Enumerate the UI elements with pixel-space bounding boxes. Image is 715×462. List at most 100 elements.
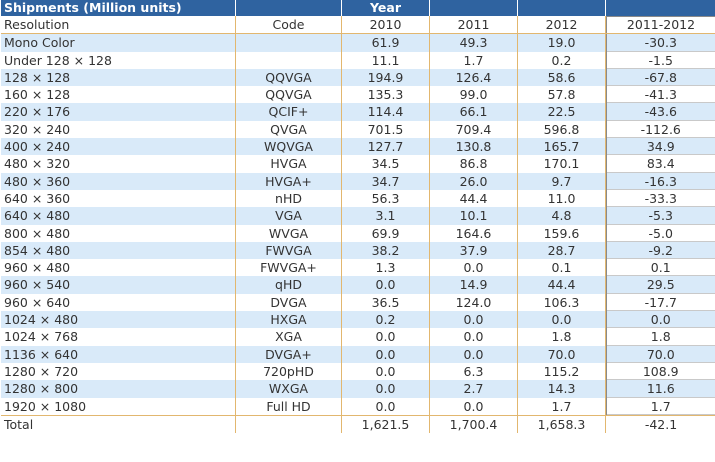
change-cell: 1.7 [605, 397, 715, 416]
value-2010-cell: 0.0 [341, 362, 430, 381]
value-2010-cell: 127.7 [341, 138, 430, 156]
code-cell [235, 51, 342, 69]
value-2010-cell: 61.9 [341, 33, 430, 52]
table-row: 320 × 240 QVGA 701.5 709.4 596.8 -112.6 [1, 120, 715, 139]
total-2011: 1,700.4 [429, 414, 518, 434]
resolution-cell: 1024 × 480 [1, 311, 236, 329]
value-2012-cell: 11.0 [517, 189, 606, 208]
table-row: 1280 × 800 WXGA 0.0 2.7 14.3 11.6 [1, 380, 715, 398]
value-2012-cell: 0.2 [517, 51, 606, 69]
value-2011-cell: 49.3 [429, 33, 518, 52]
table-row: 960 × 540 qHD 0.0 14.9 44.4 29.5 [1, 276, 715, 294]
resolution-cell: 480 × 320 [1, 155, 236, 173]
value-2011-cell: 0.0 [429, 328, 518, 346]
value-2012-cell: 14.3 [517, 380, 606, 398]
resolution-cell: Under 128 × 128 [1, 51, 236, 69]
value-2011-cell: 66.1 [429, 103, 518, 121]
value-2012-cell: 44.4 [517, 276, 606, 294]
resolution-cell: 960 × 640 [1, 293, 236, 312]
resolution-cell: 640 × 360 [1, 189, 236, 208]
resolution-cell: 160 × 128 [1, 86, 236, 104]
table-row: 1136 × 640 DVGA+ 0.0 0.0 70.0 70.0 [1, 345, 715, 363]
table-row: Mono Color 61.9 49.3 19.0 -30.3 [1, 33, 715, 52]
change-cell: 0.0 [605, 311, 715, 329]
change-cell: -30.3 [605, 33, 715, 52]
column-header-resolution: Resolution [1, 16, 236, 35]
table-row: 128 × 128 QQVGA 194.9 126.4 58.6 -67.8 [1, 68, 715, 87]
value-2012-cell: 58.6 [517, 68, 606, 87]
code-cell: nHD [235, 189, 342, 208]
change-cell: -17.7 [605, 293, 715, 312]
header-row-title: Shipments (Million units) Year [1, 0, 715, 16]
change-cell: -9.2 [605, 241, 715, 260]
change-cell: 70.0 [605, 345, 715, 363]
table-row: 1920 × 1080 Full HD 0.0 0.0 1.7 1.7 [1, 397, 715, 416]
change-cell: 34.9 [605, 138, 715, 156]
column-header-2012: 2012 [517, 16, 606, 35]
total-row: Total 1,621.5 1,700.4 1,658.3 -42.1 [1, 414, 715, 434]
code-cell: VGA [235, 207, 342, 225]
table-row: Under 128 × 128 11.1 1.7 0.2 -1.5 [1, 51, 715, 69]
table-row: 480 × 320 HVGA 34.5 86.8 170.1 83.4 [1, 155, 715, 173]
code-cell: HVGA [235, 155, 342, 173]
value-2010-cell: 0.0 [341, 345, 430, 363]
table-row: 640 × 480 VGA 3.1 10.1 4.8 -5.3 [1, 207, 715, 225]
column-header-2011: 2011 [429, 16, 518, 35]
value-2010-cell: 38.2 [341, 241, 430, 260]
value-2010-cell: 69.9 [341, 224, 430, 242]
column-header-2010: 2010 [341, 16, 430, 35]
value-2010-cell: 0.2 [341, 311, 430, 329]
resolution-cell: 480 × 360 [1, 172, 236, 190]
resolution-cell: 640 × 480 [1, 207, 236, 225]
table-body: Mono Color 61.9 49.3 19.0 -30.3 Under 128 × 1… [1, 33, 715, 416]
code-cell: qHD [235, 276, 342, 294]
table-row: 640 × 360 nHD 56.3 44.4 11.0 -33.3 [1, 189, 715, 208]
value-2011-cell: 0.0 [429, 345, 518, 363]
code-cell: QVGA [235, 120, 342, 139]
table-row: 480 × 360 HVGA+ 34.7 26.0 9.7 -16.3 [1, 172, 715, 190]
value-2011-cell: 86.8 [429, 155, 518, 173]
value-2011-cell: 14.9 [429, 276, 518, 294]
value-2010-cell: 56.3 [341, 189, 430, 208]
resolution-cell: 1280 × 720 [1, 362, 236, 381]
change-cell: -33.3 [605, 189, 715, 208]
value-2012-cell: 170.1 [517, 155, 606, 173]
resolution-cell: 220 × 176 [1, 103, 236, 121]
value-2012-cell: 4.8 [517, 207, 606, 225]
resolution-cell: 1280 × 800 [1, 380, 236, 398]
value-2010-cell: 34.5 [341, 155, 430, 173]
table-row: 960 × 480 FWVGA+ 1.3 0.0 0.1 0.1 [1, 259, 715, 277]
resolution-cell: 1920 × 1080 [1, 397, 236, 416]
resolution-cell: 1024 × 768 [1, 328, 236, 346]
table-row: 400 × 240 WQVGA 127.7 130.8 165.7 34.9 [1, 138, 715, 156]
table-row: 1024 × 480 HXGA 0.2 0.0 0.0 0.0 [1, 311, 715, 329]
header-spacer [605, 0, 715, 16]
value-2010-cell: 11.1 [341, 51, 430, 69]
value-2012-cell: 19.0 [517, 33, 606, 52]
code-cell: DVGA [235, 293, 342, 312]
table-title: Shipments (Million units) [1, 0, 236, 16]
change-cell: 83.4 [605, 155, 715, 173]
value-2012-cell: 9.7 [517, 172, 606, 190]
code-cell: DVGA+ [235, 345, 342, 363]
table-row: 960 × 640 DVGA 36.5 124.0 106.3 -17.7 [1, 293, 715, 312]
code-cell: QQVGA [235, 68, 342, 87]
value-2012-cell: 70.0 [517, 345, 606, 363]
header-spacer [429, 0, 518, 16]
total-change: -42.1 [605, 414, 715, 434]
code-cell: QQVGA [235, 86, 342, 104]
value-2010-cell: 0.0 [341, 276, 430, 294]
value-2010-cell: 0.0 [341, 328, 430, 346]
value-2012-cell: 165.7 [517, 138, 606, 156]
value-2011-cell: 0.0 [429, 311, 518, 329]
total-code [235, 414, 342, 434]
column-header-code: Code [235, 16, 342, 35]
change-cell: -67.8 [605, 68, 715, 87]
code-cell: XGA [235, 328, 342, 346]
change-cell: 11.6 [605, 380, 715, 398]
change-cell: 1.8 [605, 328, 715, 346]
total-2012: 1,658.3 [517, 414, 606, 434]
change-cell: 108.9 [605, 362, 715, 381]
value-2010-cell: 36.5 [341, 293, 430, 312]
value-2010-cell: 1.3 [341, 259, 430, 277]
